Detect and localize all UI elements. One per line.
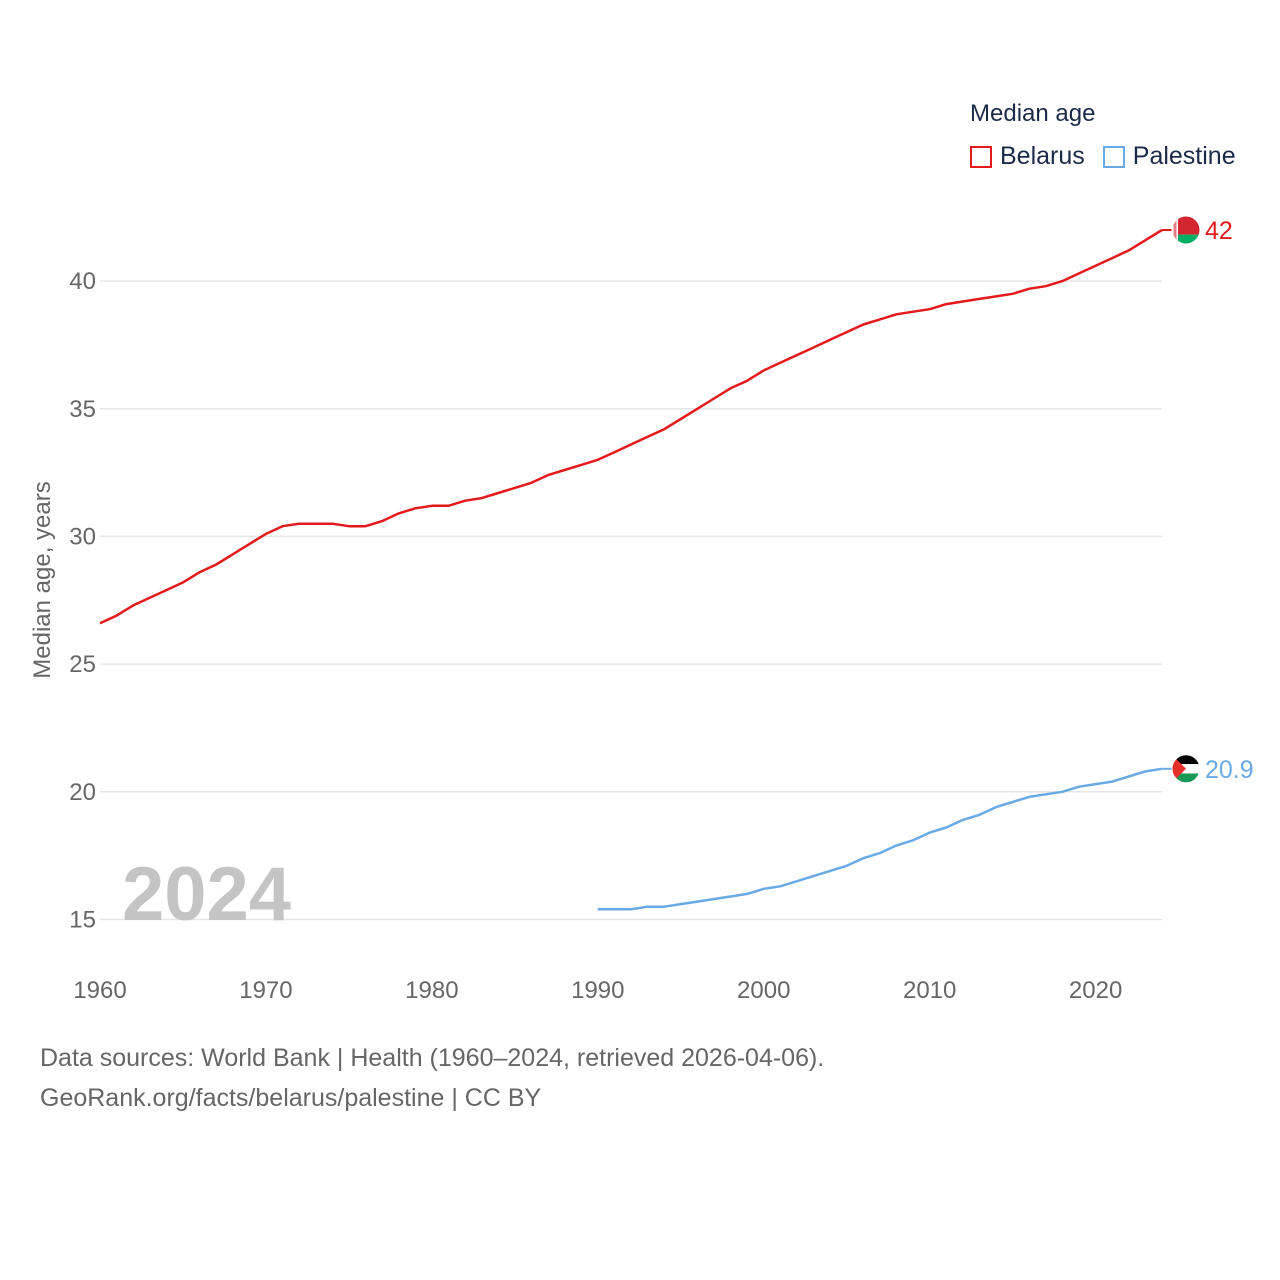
flag-ring (1171, 754, 1201, 784)
x-axis-ticks: 1960 1970 1980 1990 2000 2010 2020 (73, 977, 1122, 1004)
legend-swatch-palestine (1102, 145, 1125, 168)
source-line-2[interactable]: GeoRank.org/facts/belarus/palestine | CC… (40, 1084, 542, 1112)
x-tick-label: 1970 (239, 977, 292, 1004)
y-tick-label: 20 (69, 779, 96, 806)
flag-belarus-icon (1172, 216, 1200, 244)
x-tick-label: 2000 (737, 977, 790, 1004)
y-tick-label: 35 (69, 396, 96, 423)
legend-label-belarus: Belarus (1000, 142, 1085, 170)
legend-label-palestine: Palestine (1132, 142, 1236, 170)
y-tick-label: 30 (69, 523, 96, 550)
series-end-markers: 42 20.9 (1162, 215, 1254, 784)
y-axis-label: Median age, years (29, 481, 56, 678)
series-line-belarus[interactable] (99, 228, 1163, 625)
source-line-1: Data sources: World Bank | Health (1960–… (40, 1044, 825, 1072)
flag-ring (1171, 215, 1201, 245)
series-line-palestine[interactable] (597, 767, 1163, 911)
y-axis-ticks: 15 20 25 30 35 40 (69, 268, 96, 933)
legend-title: Median age (970, 100, 1096, 127)
y-tick-label: 40 (69, 268, 96, 295)
x-tick-label: 1980 (405, 977, 458, 1004)
y-tick-label: 15 (69, 906, 96, 933)
legend: Belarus Palestine (970, 142, 1254, 171)
legend-item-palestine[interactable]: Palestine (1102, 142, 1236, 171)
legend-item-belarus[interactable]: Belarus (970, 142, 1085, 171)
year-watermark: 2024 (122, 852, 291, 937)
legend-swatch-belarus (970, 145, 992, 168)
x-tick-label: 2010 (903, 977, 956, 1004)
x-tick-label: 2020 (1069, 977, 1122, 1004)
end-value-label-palestine: 20.9 (1205, 756, 1254, 784)
x-tick-label: 1990 (571, 977, 624, 1004)
grid-lines (100, 280, 1162, 921)
x-tick-label: 1960 (73, 977, 126, 1004)
y-tick-label: 25 (69, 651, 96, 678)
series-lines (99, 228, 1163, 911)
end-value-label-belarus: 42 (1205, 217, 1233, 245)
flag-palestine-icon (1172, 754, 1200, 783)
